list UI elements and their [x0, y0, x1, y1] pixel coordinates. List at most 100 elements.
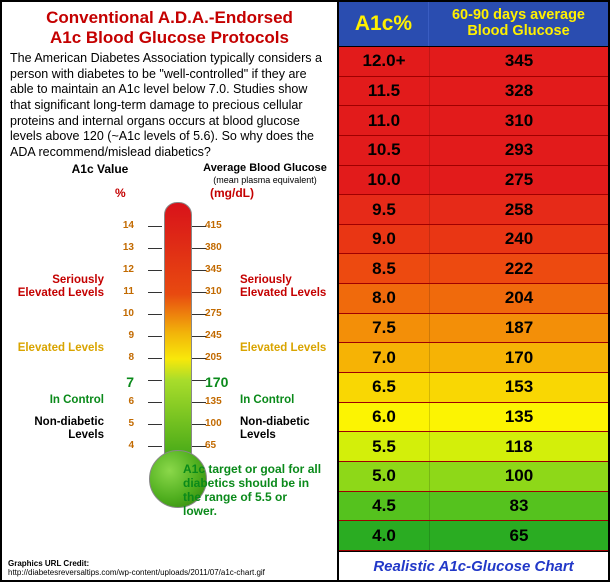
cell-a1c: 11.5 [339, 77, 430, 106]
cell-a1c: 12.0+ [339, 47, 430, 76]
cell-avg-glucose: 310 [430, 106, 608, 135]
scale-right-value: 135 [205, 396, 235, 407]
cell-a1c: 8.5 [339, 254, 430, 283]
table-row: 6.0135 [339, 403, 608, 433]
scale-left-value: 7 [104, 374, 134, 390]
scale-left-value: 5 [104, 418, 134, 429]
scale-left-value: 6 [104, 396, 134, 407]
table-row: 5.5118 [339, 432, 608, 462]
scale-left-value: 11 [104, 286, 134, 297]
scale-right-value: 275 [205, 308, 235, 319]
table-row: 10.5293 [339, 136, 608, 166]
right-unit: (mg/dL) [210, 186, 254, 200]
scale-left-value: 13 [104, 242, 134, 253]
cell-avg-glucose: 118 [430, 432, 608, 461]
cell-a1c: 5.5 [339, 432, 430, 461]
zone-label: Elevated Levels [240, 342, 327, 355]
table-row: 8.5222 [339, 254, 608, 284]
cell-avg-glucose: 153 [430, 373, 608, 402]
graphics-credit: Graphics URL Credit: http://diabetesreve… [8, 560, 265, 578]
cell-a1c: 9.5 [339, 195, 430, 224]
scale-right-value: 310 [205, 286, 235, 297]
scale-right-value: 345 [205, 264, 235, 275]
table-row: 12.0+345 [339, 47, 608, 77]
zone-label: Seriously Elevated Levels [12, 274, 104, 299]
zone-label: Seriously Elevated Levels [240, 274, 327, 299]
cell-avg-glucose: 65 [430, 521, 608, 550]
thermometer-tube [164, 202, 192, 464]
scale-right-value: 205 [205, 352, 235, 363]
scale-right-value: 100 [205, 418, 235, 429]
scale-right-value: 380 [205, 242, 235, 253]
zone-label: Non-diabetic Levels [12, 416, 104, 441]
left-paragraph: The American Diabetes Association typica… [10, 51, 329, 160]
table-row: 5.0100 [339, 462, 608, 492]
header-a1c: A1c% [339, 2, 429, 46]
cell-avg-glucose: 258 [430, 195, 608, 224]
cell-a1c: 10.5 [339, 136, 430, 165]
scale-left-value: 10 [104, 308, 134, 319]
cell-a1c: 4.5 [339, 492, 430, 521]
cell-avg-glucose: 187 [430, 314, 608, 343]
cell-avg-glucose: 135 [430, 403, 608, 432]
cell-avg-glucose: 100 [430, 462, 608, 491]
scale-right-value: 65 [205, 440, 235, 451]
table-row: 8.0204 [339, 284, 608, 314]
cell-avg-glucose: 345 [430, 47, 608, 76]
scale-right-value: 245 [205, 330, 235, 341]
left-unit: % [115, 186, 126, 200]
scale-right-value: 415 [205, 220, 235, 231]
cell-avg-glucose: 170 [430, 343, 608, 372]
cell-a1c: 7.5 [339, 314, 430, 343]
infographic-root: Conventional A.D.A.-Endorsed A1c Blood G… [0, 0, 610, 582]
cell-a1c: 6.0 [339, 403, 430, 432]
thermometer-chart: A1c Value Average Blood Glucose (mean pl… [10, 162, 329, 542]
zone-label: In Control [240, 394, 327, 407]
target-note: A1c target or goal for all diabetics sho… [183, 463, 323, 518]
table-footer: Realistic A1c-Glucose Chart [339, 551, 608, 580]
scale-right-value: 170 [205, 374, 235, 390]
table-row: 11.5328 [339, 77, 608, 107]
scale-left-value: 4 [104, 440, 134, 451]
scale-left-value: 9 [104, 330, 134, 341]
cell-avg-glucose: 328 [430, 77, 608, 106]
table-row: 7.0170 [339, 343, 608, 373]
title-line-1: Conventional A.D.A.-Endorsed [46, 8, 293, 27]
cell-a1c: 9.0 [339, 225, 430, 254]
cell-avg-glucose: 204 [430, 284, 608, 313]
cell-avg-glucose: 240 [430, 225, 608, 254]
left-col-header: A1c Value [50, 162, 150, 176]
scale-left-value: 14 [104, 220, 134, 231]
table-row: 11.0310 [339, 106, 608, 136]
table-row: 4.065 [339, 521, 608, 551]
zone-label: In Control [12, 394, 104, 407]
table-row: 6.5153 [339, 373, 608, 403]
cell-a1c: 11.0 [339, 106, 430, 135]
table-row: 9.0240 [339, 225, 608, 255]
cell-a1c: 7.0 [339, 343, 430, 372]
right-col-header: Average Blood Glucose (mean plasma equiv… [195, 162, 335, 186]
table-row: 4.583 [339, 492, 608, 522]
table-header: A1c% 60-90 days average Blood Glucose [339, 2, 608, 47]
thermometer [160, 202, 194, 502]
title-line-2: A1c Blood Glucose Protocols [50, 28, 289, 47]
zone-label: Non-diabetic Levels [240, 416, 327, 441]
table-row: 9.5258 [339, 195, 608, 225]
cell-avg-glucose: 293 [430, 136, 608, 165]
table-row: 10.0275 [339, 166, 608, 196]
cell-a1c: 10.0 [339, 166, 430, 195]
cell-a1c: 5.0 [339, 462, 430, 491]
left-panel: Conventional A.D.A.-Endorsed A1c Blood G… [2, 2, 337, 580]
cell-avg-glucose: 275 [430, 166, 608, 195]
header-avg-glucose: 60-90 days average Blood Glucose [429, 2, 608, 46]
cell-a1c: 4.0 [339, 521, 430, 550]
scale-left-value: 12 [104, 264, 134, 275]
cell-avg-glucose: 83 [430, 492, 608, 521]
cell-a1c: 8.0 [339, 284, 430, 313]
cell-a1c: 6.5 [339, 373, 430, 402]
left-title: Conventional A.D.A.-Endorsed A1c Blood G… [10, 8, 329, 47]
scale-left-value: 8 [104, 352, 134, 363]
cell-avg-glucose: 222 [430, 254, 608, 283]
zone-label: Elevated Levels [12, 342, 104, 355]
right-panel: A1c% 60-90 days average Blood Glucose 12… [337, 2, 608, 580]
